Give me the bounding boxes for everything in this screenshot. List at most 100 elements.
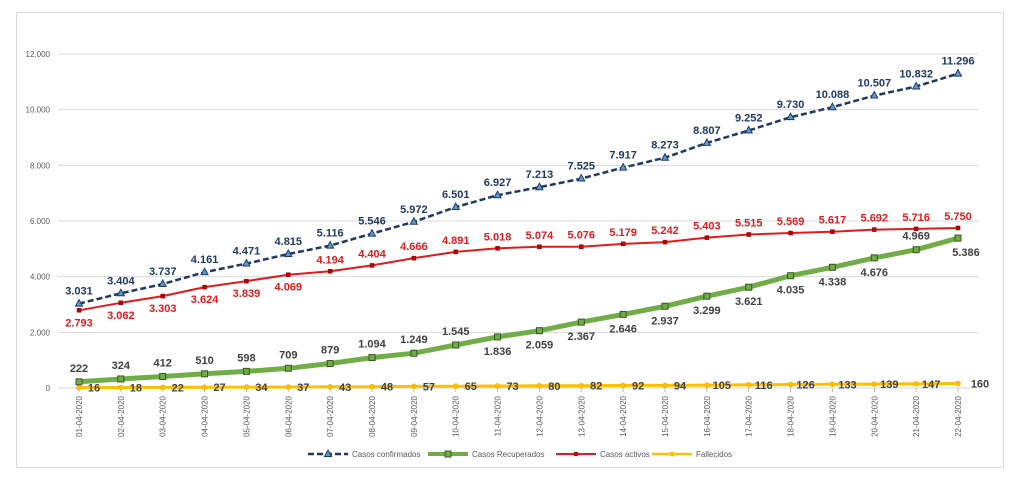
legend-label: Fallecidos [696,450,732,459]
data-label-activos: 5.242 [651,225,679,237]
legend-marker [574,452,578,456]
data-point-recuperados [368,354,376,362]
data-point-activos [160,293,165,299]
legend-marker [669,451,675,457]
data-point-activos [704,235,710,240]
data-label-confirmados: 5.972 [400,204,428,216]
data-label-confirmados: 4.161 [191,254,219,266]
y-tick-label: 0 [46,384,51,393]
series-line-activos [78,227,959,312]
data-point-recuperados [619,310,627,318]
data-label-confirmados: 6.501 [442,189,470,201]
y-tick-label: 10.000 [26,106,51,115]
data-label-fallecidos: 48 [381,382,393,394]
data-point-fallecidos [955,380,961,387]
data-point-confirmados [576,173,586,182]
data-point-activos [495,246,500,251]
data-point-confirmados [74,298,84,307]
data-label-confirmados: 8.273 [651,140,679,152]
data-label-confirmados: 7.917 [609,150,637,162]
data-point-confirmados [828,102,837,111]
y-tick-label: 4.000 [30,273,51,282]
data-point-activos [746,232,751,237]
data-point-confirmados [158,278,168,287]
series-line-recuperados [78,235,959,385]
data-point-activos [411,255,417,261]
x-tick-label: 02-04-2020 [117,395,126,436]
data-label-activos: 5.569 [777,216,805,228]
data-label-activos: 4.069 [275,282,303,294]
data-point-confirmados [116,288,126,297]
data-label-recuperados: 2.059 [526,340,554,352]
legend-label: Casos Recuperados [472,450,544,459]
data-point-activos [662,239,668,245]
x-tick-label: 18-04-2020 [787,395,796,436]
data-label-fallecidos: 34 [255,382,268,394]
x-tick-label: 21-04-2020 [912,395,921,436]
data-point-activos [579,244,584,249]
data-point-recuperados [242,367,250,375]
data-label-fallecidos: 57 [423,381,435,393]
data-label-confirmados: 10.507 [857,78,891,90]
chart-frame [16,12,1004,468]
data-point-activos [76,308,82,313]
data-point-recuperados [452,341,460,349]
data-label-fallecidos: 16 [88,383,100,395]
data-point-confirmados [283,248,293,257]
data-point-confirmados [660,152,670,161]
data-label-confirmados: 9.252 [735,112,763,124]
data-point-confirmados [911,81,921,90]
data-label-confirmados: 5.116 [317,228,344,240]
data-label-recuperados: 1.836 [484,346,512,358]
data-label-fallecidos: 73 [506,381,518,393]
x-tick-label: 08-04-2020 [368,395,377,436]
data-label-activos: 5.716 [902,212,930,224]
data-label-confirmados: 8.807 [693,125,721,137]
data-label-fallecidos: 92 [632,380,644,392]
data-label-recuperados: 5.386 [952,247,980,259]
data-label-activos: 3.624 [191,294,219,306]
data-point-confirmados [744,125,754,134]
data-point-fallecidos [662,382,668,389]
data-point-recuperados [745,283,753,291]
data-label-fallecidos: 80 [548,381,560,393]
data-label-activos: 5.403 [693,221,721,233]
data-label-fallecidos: 27 [213,382,225,394]
data-label-activos: 5.018 [484,231,512,243]
data-label-recuperados: 879 [321,345,339,357]
legend-marker [444,450,452,458]
y-tick-label: 2.000 [30,328,51,337]
data-point-recuperados [410,349,418,357]
data-label-fallecidos: 22 [172,382,184,394]
data-label-activos: 5.515 [735,217,763,229]
data-label-recuperados: 1.249 [400,334,428,346]
data-point-activos [620,241,626,247]
data-label-recuperados: 3.299 [693,305,721,317]
x-tick-label: 07-04-2020 [326,395,335,436]
data-point-fallecidos [201,384,208,390]
data-label-fallecidos: 116 [755,380,773,392]
data-label-recuperados: 4.035 [777,285,805,297]
data-point-fallecidos [159,384,166,391]
data-point-fallecidos [829,381,836,388]
data-label-recuperados: 2.367 [568,331,596,343]
data-label-activos: 3.062 [107,310,135,322]
series-line-fallecidos [78,382,959,390]
data-point-recuperados [787,272,795,280]
data-label-activos: 4.891 [442,235,470,247]
data-label-fallecidos: 133 [838,379,856,391]
data-point-confirmados [618,162,628,171]
data-point-activos [872,227,877,232]
data-label-confirmados: 3.737 [149,266,177,278]
data-label-fallecidos: 94 [674,380,687,392]
data-label-recuperados: 3.621 [735,296,763,308]
data-label-recuperados: 1.545 [442,326,470,338]
data-point-recuperados [870,254,878,262]
data-point-activos [118,300,124,306]
data-point-fallecidos [871,381,878,387]
data-point-fallecidos [913,381,919,387]
data-label-activos: 5.692 [861,213,889,225]
data-label-recuperados: 222 [70,363,88,375]
data-point-fallecidos [704,382,710,388]
